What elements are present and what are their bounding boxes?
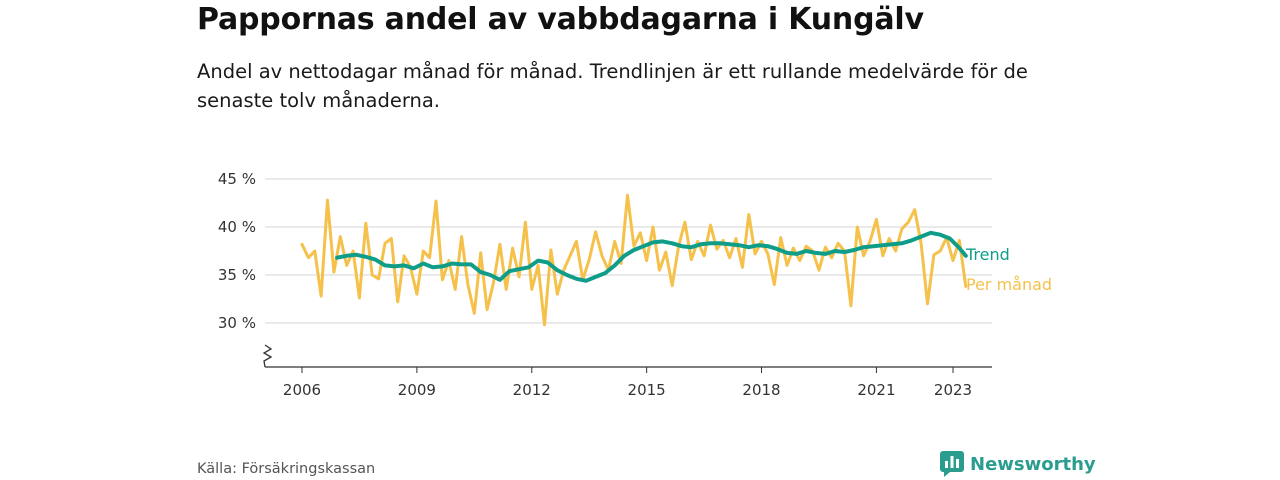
series-label-per-manad: Per månad — [966, 275, 1052, 294]
y-tick-label-35: 35 % — [218, 266, 256, 284]
series-label-trend: Trend — [965, 245, 1010, 264]
series-line-trend — [335, 230, 968, 283]
axes: 30 % 35 % 40 % 45 % 2006 2009 2012 2015 2018 2021… — [218, 170, 992, 399]
y-axis-break-icon — [262, 344, 273, 368]
brand-name: Newsworthy — [970, 453, 1096, 475]
x-tick-label-2009: 2009 — [398, 381, 436, 399]
y-tick-label-45: 45 % — [218, 170, 256, 188]
source-note: Källa: Försäkringskassan — [197, 461, 376, 477]
x-tick-label-2018: 2018 — [742, 381, 780, 399]
y-tick-label-30: 30 % — [218, 314, 256, 332]
series-line-per-manad — [300, 193, 968, 327]
chart-subtitle: Andel av nettodagar månad för månad. Tre… — [197, 60, 1028, 112]
gridlines — [265, 178, 992, 324]
x-tick-label-2023: 2023 — [934, 381, 972, 399]
chart-title: Pappornas andel av vabbdagarna i Kungälv — [197, 2, 924, 37]
brand-logo: Newsworthy — [940, 451, 1096, 477]
y-tick-label-40: 40 % — [218, 218, 256, 236]
x-tick-label-2012: 2012 — [513, 381, 551, 399]
x-tick-label-2006: 2006 — [283, 381, 321, 399]
newsworthy-logo-icon — [940, 451, 964, 477]
series-lines — [300, 193, 968, 327]
x-tick-label-2021: 2021 — [857, 381, 895, 399]
series-labels: Trend Per månad — [965, 245, 1052, 294]
x-tick-label-2015: 2015 — [628, 381, 666, 399]
